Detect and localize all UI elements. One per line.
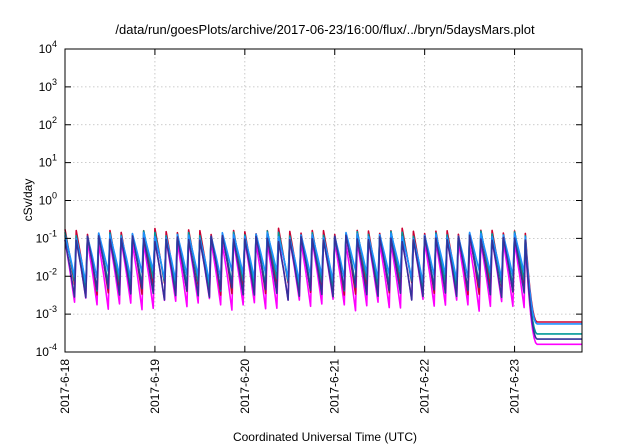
y-tick-base: 10 [36,345,50,359]
y-tick-base: 10 [39,42,53,56]
y-tick-exponent: -4 [49,342,57,352]
x-tick-label: 2017-6-20 [238,359,252,414]
x-axis-title: Coordinated Universal Time (UTC) [233,430,417,444]
y-tick-exponent: 3 [52,77,57,87]
y-tick-exponent: 0 [52,191,57,201]
x-tick-label: 2017-6-21 [328,359,342,414]
y-tick-label: 10-4 [36,342,57,359]
y-tick-exponent: -2 [49,266,57,276]
y-tick-exponent: -1 [49,228,57,238]
x-tick-label: 2017-6-23 [508,359,522,414]
y-tick-base: 10 [36,269,50,283]
y-tick-base: 10 [39,118,53,132]
x-tick-label: 2017-6-19 [148,359,162,414]
y-tick-exponent: 1 [52,153,57,163]
y-tick-base: 10 [36,307,50,321]
y-tick-base: 10 [36,231,50,245]
y-tick-label: 10-3 [36,304,57,321]
y-tick-label: 100 [39,191,57,208]
y-tick-exponent: 2 [52,115,57,125]
grid [65,49,582,352]
y-tick-base: 10 [39,194,53,208]
y-tick-label: 101 [39,153,57,170]
y-axis-title: cSv/day [21,179,35,222]
y-tick-label: 10-2 [36,266,57,283]
y-tick-label: 10-1 [36,228,57,245]
chart-title: /data/run/goesPlots/archive/2017-06-23/1… [115,22,535,37]
y-tick-exponent: -3 [49,304,57,314]
series-line [64,234,582,340]
y-tick-base: 10 [39,156,53,170]
series-layer [64,227,582,346]
y-tick-exponent: 4 [52,39,57,49]
x-tick-label: 2017-6-18 [58,359,72,414]
y-tick-label: 103 [39,77,57,94]
y-tick-label: 102 [39,115,57,132]
x-axis: 2017-6-18 2017-6-19 2017-6-20 2017-6-21 2017… [58,49,522,414]
x-tick-label: 2017-6-22 [418,359,432,414]
y-tick-base: 10 [39,80,53,94]
y-tick-label: 104 [39,39,57,56]
